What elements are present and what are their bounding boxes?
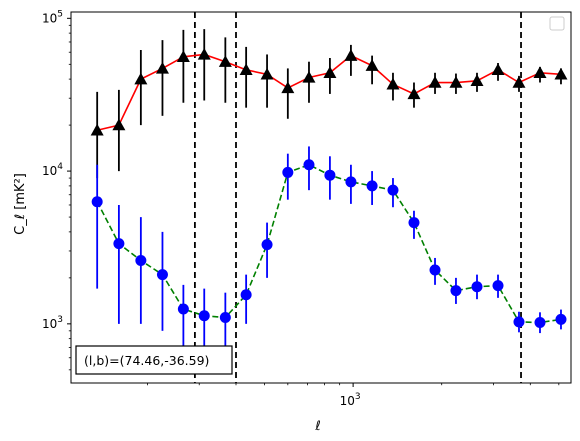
triangle-marker bbox=[344, 49, 358, 61]
axes: 103 104 105 103 bbox=[42, 9, 572, 408]
circle-marker bbox=[261, 239, 273, 251]
triangle-marker bbox=[176, 50, 190, 62]
triangle-marker bbox=[155, 61, 169, 74]
triangle-marker bbox=[512, 76, 526, 88]
triangle-marker bbox=[386, 77, 400, 90]
circle-marker bbox=[513, 316, 525, 328]
circle-marker bbox=[366, 180, 378, 192]
y-axis-label: C_ℓ [mK²] bbox=[13, 173, 28, 235]
x-tick-label: 103 bbox=[340, 392, 361, 408]
circle-marker bbox=[240, 289, 252, 301]
circle-marker bbox=[282, 166, 294, 178]
circle-marker bbox=[177, 303, 189, 315]
triangle-marker bbox=[134, 72, 148, 85]
circle-marker bbox=[387, 184, 399, 196]
circle-marker bbox=[534, 317, 546, 329]
annotation-box: (l,b)=(74.46,-36.59) bbox=[75, 345, 233, 375]
circle-marker bbox=[156, 269, 168, 281]
triangle-marker bbox=[281, 81, 295, 94]
triangle-marker bbox=[533, 66, 547, 78]
triangle-marker bbox=[407, 87, 421, 100]
triangle-marker bbox=[218, 55, 232, 67]
triangle-marker bbox=[323, 66, 337, 78]
y-tick-label: 103 bbox=[42, 315, 63, 331]
x-axis-label: ℓ bbox=[314, 419, 320, 434]
legend-box bbox=[549, 16, 565, 31]
circle-marker bbox=[492, 280, 504, 292]
triangle-marker bbox=[365, 59, 379, 71]
circle-marker bbox=[113, 238, 125, 250]
triangle-marker bbox=[449, 76, 463, 88]
circle-marker bbox=[303, 159, 315, 171]
series-0 bbox=[90, 29, 568, 179]
y-tick-label: 104 bbox=[42, 162, 63, 178]
circle-marker bbox=[91, 196, 103, 208]
plot-area bbox=[90, 12, 568, 383]
circle-marker bbox=[471, 281, 483, 293]
triangle-marker bbox=[554, 67, 568, 80]
circle-marker bbox=[429, 264, 441, 276]
triangle-marker bbox=[302, 70, 316, 83]
annotation-text: (l,b)=(74.46,-36.59) bbox=[84, 353, 209, 368]
triangle-marker bbox=[470, 74, 484, 86]
circle-marker bbox=[345, 176, 357, 188]
annotation-frame bbox=[75, 345, 233, 375]
circle-marker bbox=[450, 285, 462, 297]
circle-marker bbox=[408, 217, 420, 229]
triangle-marker bbox=[491, 63, 505, 76]
circle-marker bbox=[219, 312, 231, 324]
y-tick-label: 105 bbox=[42, 9, 63, 25]
triangle-marker bbox=[428, 76, 442, 88]
triangle-marker bbox=[112, 118, 126, 131]
series-1 bbox=[91, 146, 567, 358]
circle-marker bbox=[198, 310, 210, 322]
triangle-marker bbox=[90, 123, 104, 136]
circle-marker bbox=[135, 254, 147, 266]
circle-marker bbox=[555, 313, 567, 325]
circle-marker bbox=[324, 169, 336, 181]
triangle-marker bbox=[260, 67, 274, 80]
axes-frame bbox=[70, 11, 572, 384]
legend bbox=[549, 16, 565, 31]
triangle-marker bbox=[239, 63, 253, 76]
triangle-marker bbox=[197, 47, 211, 60]
